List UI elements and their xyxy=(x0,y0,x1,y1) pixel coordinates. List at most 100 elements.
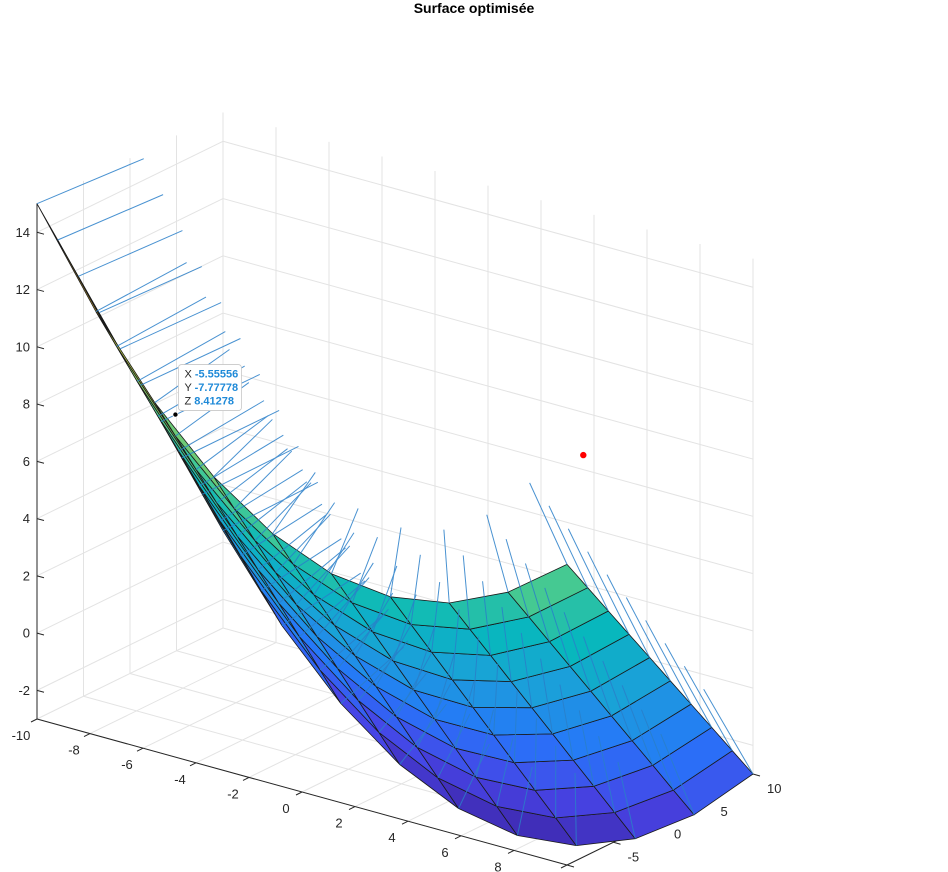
quiver-arrow xyxy=(534,718,537,791)
quiver-arrow xyxy=(178,400,265,452)
quiver-arrow xyxy=(660,733,695,816)
quiver-arrow xyxy=(334,562,374,626)
x-tick xyxy=(348,806,356,811)
quiver-arrow xyxy=(416,683,452,748)
z-tick-label: 8 xyxy=(23,397,30,412)
z-tick-label: 12 xyxy=(16,282,30,297)
quiver-arrow xyxy=(434,651,456,720)
grid-line xyxy=(222,427,754,575)
quiver-arrow xyxy=(617,761,636,839)
quiver-arrow xyxy=(625,597,671,682)
quiver-arrow xyxy=(516,766,533,836)
quiver-arrow xyxy=(275,513,331,573)
quiver-arrow xyxy=(198,434,284,487)
quiver-arrow xyxy=(501,607,512,682)
quiver-arrow xyxy=(237,481,308,537)
quiver-arrow xyxy=(472,636,479,708)
quiver-arrow xyxy=(257,514,327,571)
surface-patch xyxy=(195,469,277,573)
quiver-arrow xyxy=(496,738,514,807)
z-tick xyxy=(36,346,45,350)
quiver-arrow xyxy=(598,736,616,813)
z-tick-label: 14 xyxy=(16,225,30,240)
z-tick xyxy=(36,518,45,521)
optimum-marker xyxy=(580,451,587,459)
quiver-arrow xyxy=(703,688,754,775)
quiver-arrow xyxy=(544,587,571,667)
quiver-arrow xyxy=(316,577,370,637)
quiver-arrow xyxy=(313,532,355,595)
grid-line xyxy=(222,255,754,403)
quiver-arrow xyxy=(272,472,316,534)
x-tick xyxy=(295,791,303,796)
x-tick xyxy=(454,835,462,840)
quiver-arrow xyxy=(451,609,460,680)
quiver-arrow xyxy=(98,266,202,314)
datatip-label: Z xyxy=(184,396,194,408)
quiver-arrow xyxy=(524,563,550,642)
quiver-arrow xyxy=(136,331,226,382)
y-tick-label: -5 xyxy=(628,849,640,864)
x-tick-label: 6 xyxy=(441,845,448,860)
z-tick xyxy=(36,689,45,693)
quiver-arrow xyxy=(559,684,574,761)
quiver-arrow xyxy=(606,574,651,658)
chart-title: Surface optimisée xyxy=(413,0,535,16)
quiver-arrow xyxy=(431,581,441,653)
quiver-arrow xyxy=(548,505,589,588)
grid-line xyxy=(36,598,224,691)
quiver-arrow xyxy=(260,538,342,592)
quiver-arrow xyxy=(119,302,222,350)
quiver-arrow xyxy=(375,623,413,687)
quiver-arrow xyxy=(57,194,164,241)
quiver-arrow xyxy=(195,415,269,470)
quiver-arrow xyxy=(213,419,273,477)
x-tick-label: -6 xyxy=(121,757,133,772)
quiver-arrow xyxy=(292,502,336,565)
quiver-arrow xyxy=(399,703,447,765)
quiver-arrow xyxy=(372,565,398,633)
grid-line xyxy=(36,484,224,577)
datatip-value: -5.55556 xyxy=(195,369,238,381)
quiver-arrow xyxy=(664,643,713,728)
x-tick-label: 8 xyxy=(494,859,501,872)
y-tick-label: 0 xyxy=(674,827,681,842)
quiver-arrow xyxy=(95,262,187,313)
x-tick xyxy=(189,762,197,767)
quiver-arrow xyxy=(337,608,389,669)
quiver-arrow xyxy=(645,620,692,705)
quiver-arrow xyxy=(233,450,293,509)
quiver-arrow xyxy=(219,469,303,522)
quiver-arrow xyxy=(240,503,323,557)
y-tick xyxy=(566,864,575,868)
datatip-value: -7.77778 xyxy=(195,382,238,394)
y-tick xyxy=(752,773,761,777)
quiver-arrow xyxy=(493,663,499,736)
y-tick xyxy=(613,841,621,845)
z-tick-label: 6 xyxy=(23,454,30,469)
z-tick xyxy=(36,403,45,407)
quiver-arrow xyxy=(513,691,518,763)
quiver-arrow xyxy=(202,445,299,495)
z-tick-label: 0 xyxy=(23,626,30,641)
quiver-arrow xyxy=(410,554,421,625)
z-tick-label: 10 xyxy=(16,339,30,354)
datatip-value: 8.41278 xyxy=(194,396,234,408)
quiver-arrow xyxy=(222,481,319,532)
grid-line xyxy=(36,312,224,405)
z-tick xyxy=(36,460,45,464)
grid-line xyxy=(36,541,224,634)
quiver-arrow xyxy=(574,772,577,846)
z-tick xyxy=(36,575,45,579)
quiver-arrow xyxy=(454,680,475,749)
grid-line xyxy=(36,198,224,290)
quiver-arrow xyxy=(486,514,509,593)
quiver-arrow xyxy=(396,653,432,718)
quiver-arrow xyxy=(641,709,674,791)
grid-line xyxy=(222,140,754,288)
quiver-arrow xyxy=(458,743,490,809)
quiver-arrow xyxy=(683,666,733,751)
